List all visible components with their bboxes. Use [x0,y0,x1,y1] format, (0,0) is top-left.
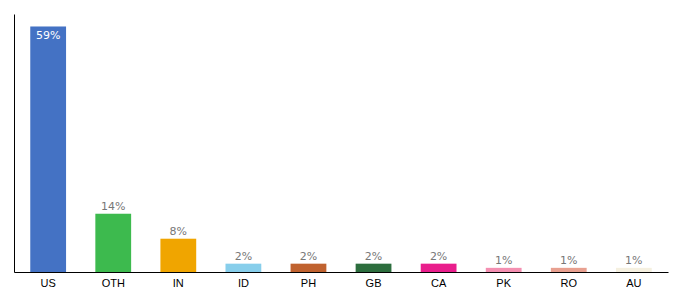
bar [160,239,196,272]
x-tick: US [41,277,56,289]
x-tick-label: PH [301,277,316,289]
data-label: 1% [625,254,642,267]
data-label: 2% [300,250,317,263]
x-tick: PK [496,277,511,289]
bar [551,268,587,272]
data-label: 14% [101,200,125,213]
bar [225,264,261,272]
x-tick-label: OTH [102,277,125,289]
x-tick-label: RO [561,277,578,289]
bar [421,264,457,272]
y-axis-line [14,15,15,273]
x-tick: AU [626,277,641,289]
x-tick-label: IN [173,277,184,289]
bar [356,264,392,272]
x-tick: IN [173,277,184,289]
x-tick-label: CA [431,277,447,289]
x-tick-label: GB [366,277,382,289]
bar [95,214,131,272]
x-tick-label: US [41,277,56,289]
data-label: 2% [365,250,382,263]
x-tick-label: PK [496,277,511,289]
x-tick: PH [301,277,316,289]
data-label: 1% [560,254,577,267]
x-tick-label: AU [626,277,641,289]
data-label: 2% [235,250,252,263]
x-axis: US OTH IN ID PH GB CA PK RO AU [15,273,669,289]
x-tick: OTH [102,277,125,289]
x-tick: ID [238,277,249,289]
data-labels: 59% 14% 8% 2% 2% 2% 2% 1% 1% 1% [36,29,643,266]
plot: US OTH IN ID PH GB CA PK RO AU 59% 14% 8% 2% 2% 2% 2% 1% 1… [15,15,669,289]
x-tick: RO [561,277,578,289]
x-tick: CA [431,277,447,289]
data-label: 8% [170,225,187,238]
data-label: 2% [430,250,447,263]
bar [616,268,652,272]
chart: US OTH IN ID PH GB CA PK RO AU 59% 14% 8% 2% 2% 2% 2% 1% 1… [0,0,680,300]
bar [291,264,327,272]
data-label: 1% [495,254,512,267]
x-tick: GB [366,277,382,289]
y-axis [14,15,15,273]
bars [30,26,651,272]
x-tick-label: ID [238,277,249,289]
data-label: 59% [36,29,60,42]
bar [486,268,522,272]
x-axis-line [15,272,669,273]
bar [30,26,66,272]
